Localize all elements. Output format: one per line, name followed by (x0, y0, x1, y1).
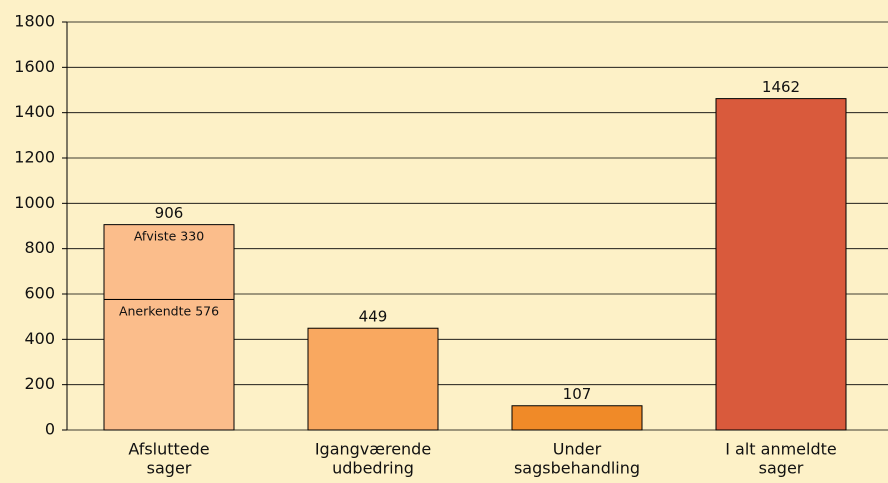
value-label: 107 (563, 385, 592, 403)
x-tick-label: Afsluttede (128, 440, 209, 459)
x-tick-label: Under (553, 440, 602, 459)
bar (511, 405, 643, 431)
x-tick-label: udbedring (332, 459, 414, 478)
bar (307, 327, 439, 431)
value-label: 906 (155, 204, 184, 222)
y-tick-label: 800 (24, 238, 55, 257)
segment-name: Afviste (134, 228, 177, 243)
x-tick-label: sager (147, 459, 192, 478)
x-tick-label: sagsbehandling (514, 459, 640, 478)
y-tick-label: 200 (24, 374, 55, 393)
y-tick-label: 1400 (14, 102, 55, 121)
segment-value: 576 (195, 303, 219, 318)
x-tick-label: sager (759, 459, 804, 478)
x-tick-label: Igangværende (315, 440, 431, 459)
segment-name: Anerkendte (119, 303, 192, 318)
y-tick-label: 1000 (14, 193, 55, 212)
y-tick-label: 0 (45, 420, 55, 439)
y-tick-label: 600 (24, 284, 55, 303)
segment-value: 330 (180, 228, 204, 243)
value-label: 1462 (762, 78, 800, 96)
bar (103, 298, 235, 431)
y-tick-label: 400 (24, 329, 55, 348)
y-tick-label: 1600 (14, 57, 55, 76)
segment-label: Anerkendte 576 (119, 303, 219, 318)
bar (103, 224, 235, 300)
y-tick-label: 1800 (14, 12, 55, 31)
value-label: 449 (359, 308, 388, 326)
segment-label: Afviste 330 (134, 228, 204, 243)
x-tick-label: I alt anmeldte (725, 440, 837, 459)
bar (715, 98, 847, 431)
y-tick-label: 1200 (14, 148, 55, 167)
